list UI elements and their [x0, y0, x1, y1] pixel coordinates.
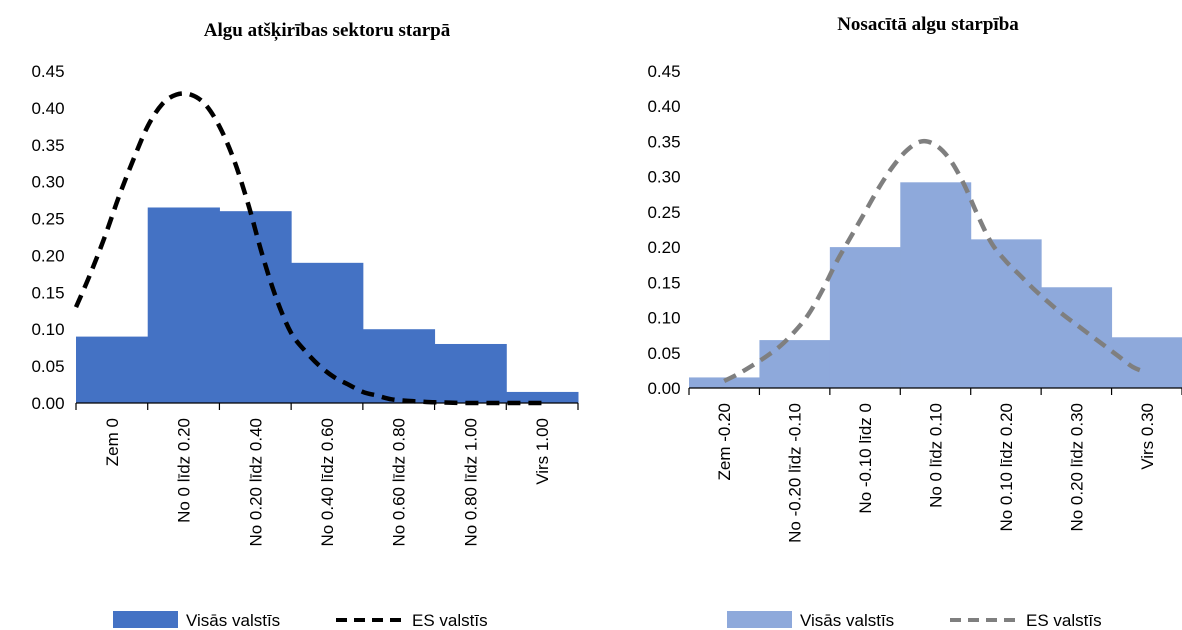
legend-swatch-bars	[113, 611, 178, 628]
chart-conditional-wage-gap: Nosacītā algu starpība 0.00 0.05 0.10 0.15 0…	[647, 14, 1182, 630]
bar	[362, 329, 436, 403]
legend-swatch-bars	[727, 611, 792, 628]
y-tick-label: 0.00	[31, 394, 64, 413]
y-tick-label: 0.25	[647, 203, 680, 222]
y-tick-label: 0.30	[647, 168, 680, 187]
bar	[434, 343, 507, 403]
y-tick-label: 0.05	[647, 344, 680, 363]
legend-label-bars: Visās valstīs	[800, 611, 894, 630]
y-tick-label: 0.30	[31, 173, 64, 192]
chart-wage-differences-sectors: Algu atšķirības sektoru starpā 0.00 0.05 0…	[31, 20, 579, 630]
y-tick-label: 0.15	[647, 273, 680, 292]
bar	[689, 377, 760, 388]
y-tick-label: 0.35	[31, 136, 64, 155]
y-tick-label: 0.25	[31, 210, 64, 229]
legend: Visās valstīs ES valstīs	[727, 611, 1102, 630]
category-label: Virs 1.00	[533, 418, 552, 485]
legend-label-bars: Visās valstīs	[186, 611, 280, 630]
category-label: Zem -0.20	[715, 403, 734, 480]
y-tick-label: 0.20	[31, 246, 64, 265]
bar	[506, 391, 579, 403]
y-tick-label: 0.40	[31, 99, 64, 118]
y-tick-label: 0.10	[647, 309, 680, 328]
legend-label-line: ES valstīs	[1026, 611, 1102, 630]
category-label: No 0.20 līdz 0.30	[1067, 403, 1086, 532]
category-label: No 0.60 līdz 0.80	[390, 418, 409, 547]
bar	[76, 336, 149, 403]
y-tick-label: 0.45	[647, 62, 680, 81]
bar	[147, 207, 220, 403]
y-tick-label: 0.45	[31, 62, 64, 81]
bar	[900, 182, 972, 388]
category-label: No 0.10 līdz 0.20	[997, 403, 1016, 532]
category-label: No 0.80 līdz 1.00	[461, 418, 480, 547]
legend: Visās valstīs ES valstīs	[113, 611, 488, 630]
chart-title: Nosacītā algu starpība	[837, 14, 1019, 35]
bar	[829, 247, 901, 388]
y-tick-label: 0.10	[31, 320, 64, 339]
category-label: No -0.10 līdz 0	[856, 403, 875, 514]
bar	[1111, 337, 1182, 388]
category-label: No 0.20 līdz 0.40	[246, 418, 265, 547]
bar	[759, 340, 831, 388]
y-tick-label: 0.35	[647, 132, 680, 151]
chart-title: Algu atšķirības sektoru starpā	[204, 20, 451, 41]
legend-label-line: ES valstīs	[412, 611, 488, 630]
bar	[291, 262, 364, 403]
y-tick-label: 0.20	[647, 238, 680, 257]
category-label: No -0.20 līdz -0.10	[786, 403, 805, 543]
category-label: No 0.40 līdz 0.60	[318, 418, 337, 547]
line-series	[723, 138, 1148, 384]
category-label: No 0 līdz 0.10	[927, 403, 946, 508]
y-tick-label: 0.05	[31, 357, 64, 376]
y-tick-label: 0.15	[31, 283, 64, 302]
category-label: No 0 līdz 0.20	[175, 418, 194, 523]
y-tick-label: 0.00	[647, 379, 680, 398]
y-tick-label: 0.40	[647, 97, 680, 116]
category-label: Zem 0	[103, 418, 122, 466]
category-label: Virs 0.30	[1138, 403, 1157, 470]
